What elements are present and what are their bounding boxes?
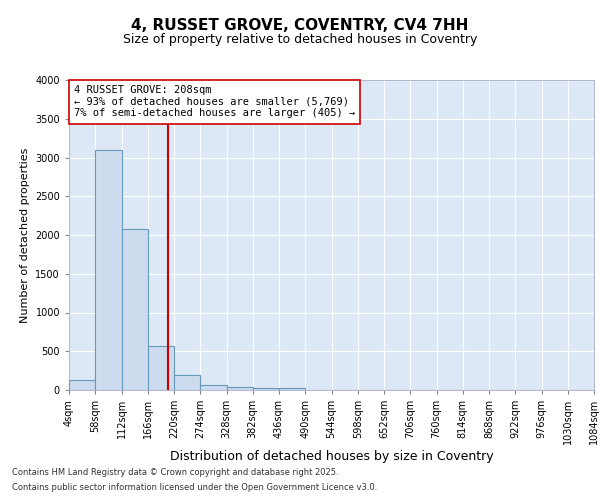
Bar [253, 388, 279, 390]
Text: Size of property relative to detached houses in Coventry: Size of property relative to detached ho… [123, 32, 477, 46]
Text: 4 RUSSET GROVE: 208sqm
← 93% of detached houses are smaller (5,769)
7% of semi-d: 4 RUSSET GROVE: 208sqm ← 93% of detached… [74, 85, 355, 118]
Bar [95, 150, 121, 390]
Y-axis label: Number of detached properties: Number of detached properties [20, 148, 29, 322]
X-axis label: Distribution of detached houses by size in Coventry: Distribution of detached houses by size … [170, 450, 493, 463]
Bar [148, 346, 174, 390]
Bar [227, 386, 253, 390]
Bar [69, 380, 95, 390]
Text: 4, RUSSET GROVE, COVENTRY, CV4 7HH: 4, RUSSET GROVE, COVENTRY, CV4 7HH [131, 18, 469, 32]
Bar [174, 374, 200, 390]
Text: Contains HM Land Registry data © Crown copyright and database right 2025.: Contains HM Land Registry data © Crown c… [12, 468, 338, 477]
Text: Contains public sector information licensed under the Open Government Licence v3: Contains public sector information licen… [12, 483, 377, 492]
Bar [121, 229, 148, 390]
Bar [279, 388, 305, 390]
Bar [200, 384, 227, 390]
